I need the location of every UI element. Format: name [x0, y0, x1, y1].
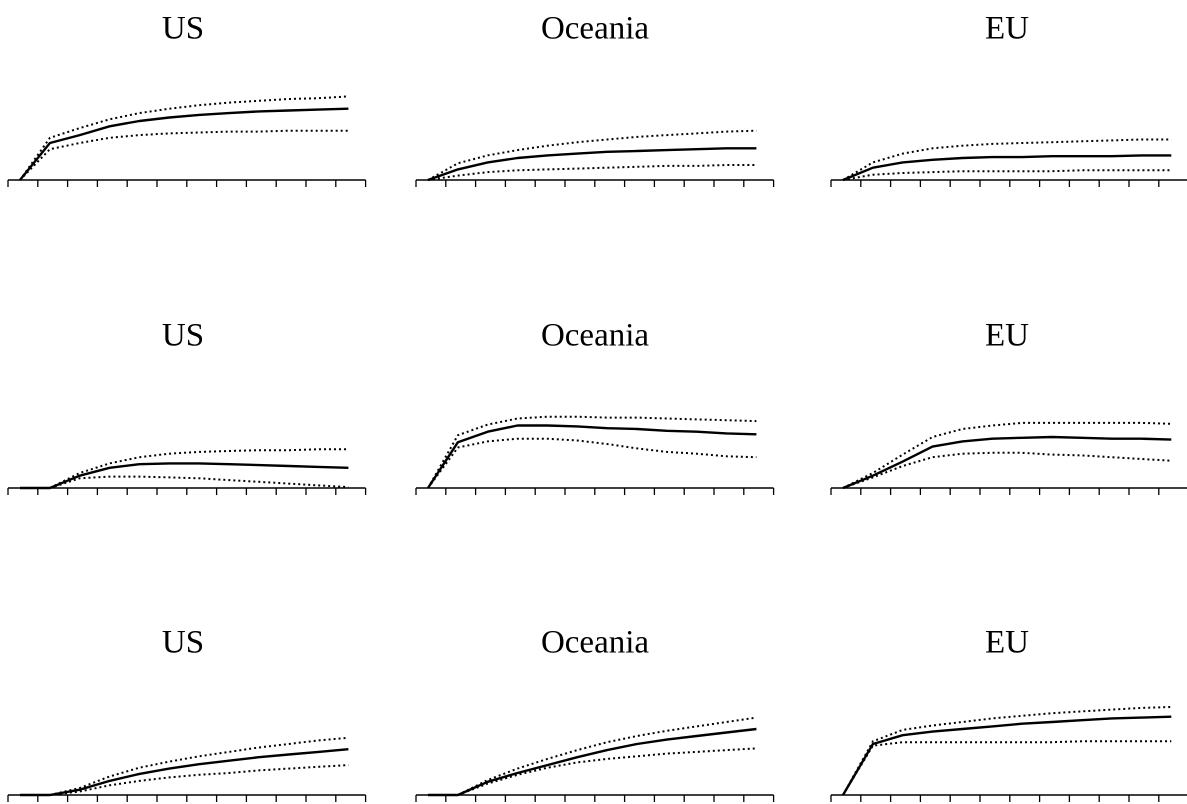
point-estimate-line	[20, 748, 349, 797]
panel-title: Oceania	[541, 625, 649, 661]
panel-7: US	[7, 625, 367, 802]
panel-title: Oceania	[541, 11, 649, 47]
panel-1: US	[7, 11, 367, 187]
panel-title: US	[162, 11, 204, 47]
point-estimate-line	[842, 435, 1172, 490]
panel-6: EU	[830, 318, 1187, 495]
panel-title: US	[162, 625, 204, 661]
confidence-band-line	[428, 716, 757, 796]
panel-8: Oceania	[415, 625, 775, 802]
confidence-band-line	[428, 747, 757, 796]
point-estimate-line	[842, 154, 1172, 182]
confidence-band-line	[427, 437, 757, 489]
point-estimate-line	[19, 107, 349, 181]
point-estimate-line	[426, 424, 757, 489]
confidence-band-line	[842, 740, 1172, 796]
panel-9: EU	[830, 625, 1187, 802]
confidence-band-line	[842, 706, 1172, 796]
panel-3: EU	[830, 11, 1187, 187]
confidence-band-line	[20, 448, 349, 489]
confidence-band-line	[842, 421, 1172, 489]
panel-5: Oceania	[415, 318, 775, 495]
confidence-band-line	[427, 164, 757, 181]
panel-title: EU	[985, 318, 1029, 354]
confidence-band-line	[427, 415, 757, 489]
confidence-band-line	[842, 169, 1172, 181]
panel-title: US	[162, 318, 204, 354]
panel-title: EU	[985, 625, 1029, 661]
confidence-band-line	[20, 736, 349, 796]
point-estimate-line	[428, 727, 757, 797]
point-estimate-line	[20, 462, 349, 490]
confidence-band-line	[20, 475, 349, 489]
point-estimate-line	[427, 147, 757, 182]
confidence-band-line	[20, 764, 349, 796]
confidence-band-line	[842, 138, 1172, 181]
panel-4: US	[7, 318, 367, 495]
confidence-band-line	[427, 129, 757, 181]
point-estimate-line	[841, 715, 1172, 796]
panel-title: EU	[985, 11, 1029, 47]
panel-2: Oceania	[415, 11, 775, 187]
panel-title: Oceania	[541, 318, 649, 354]
confidence-band-line	[842, 451, 1172, 489]
